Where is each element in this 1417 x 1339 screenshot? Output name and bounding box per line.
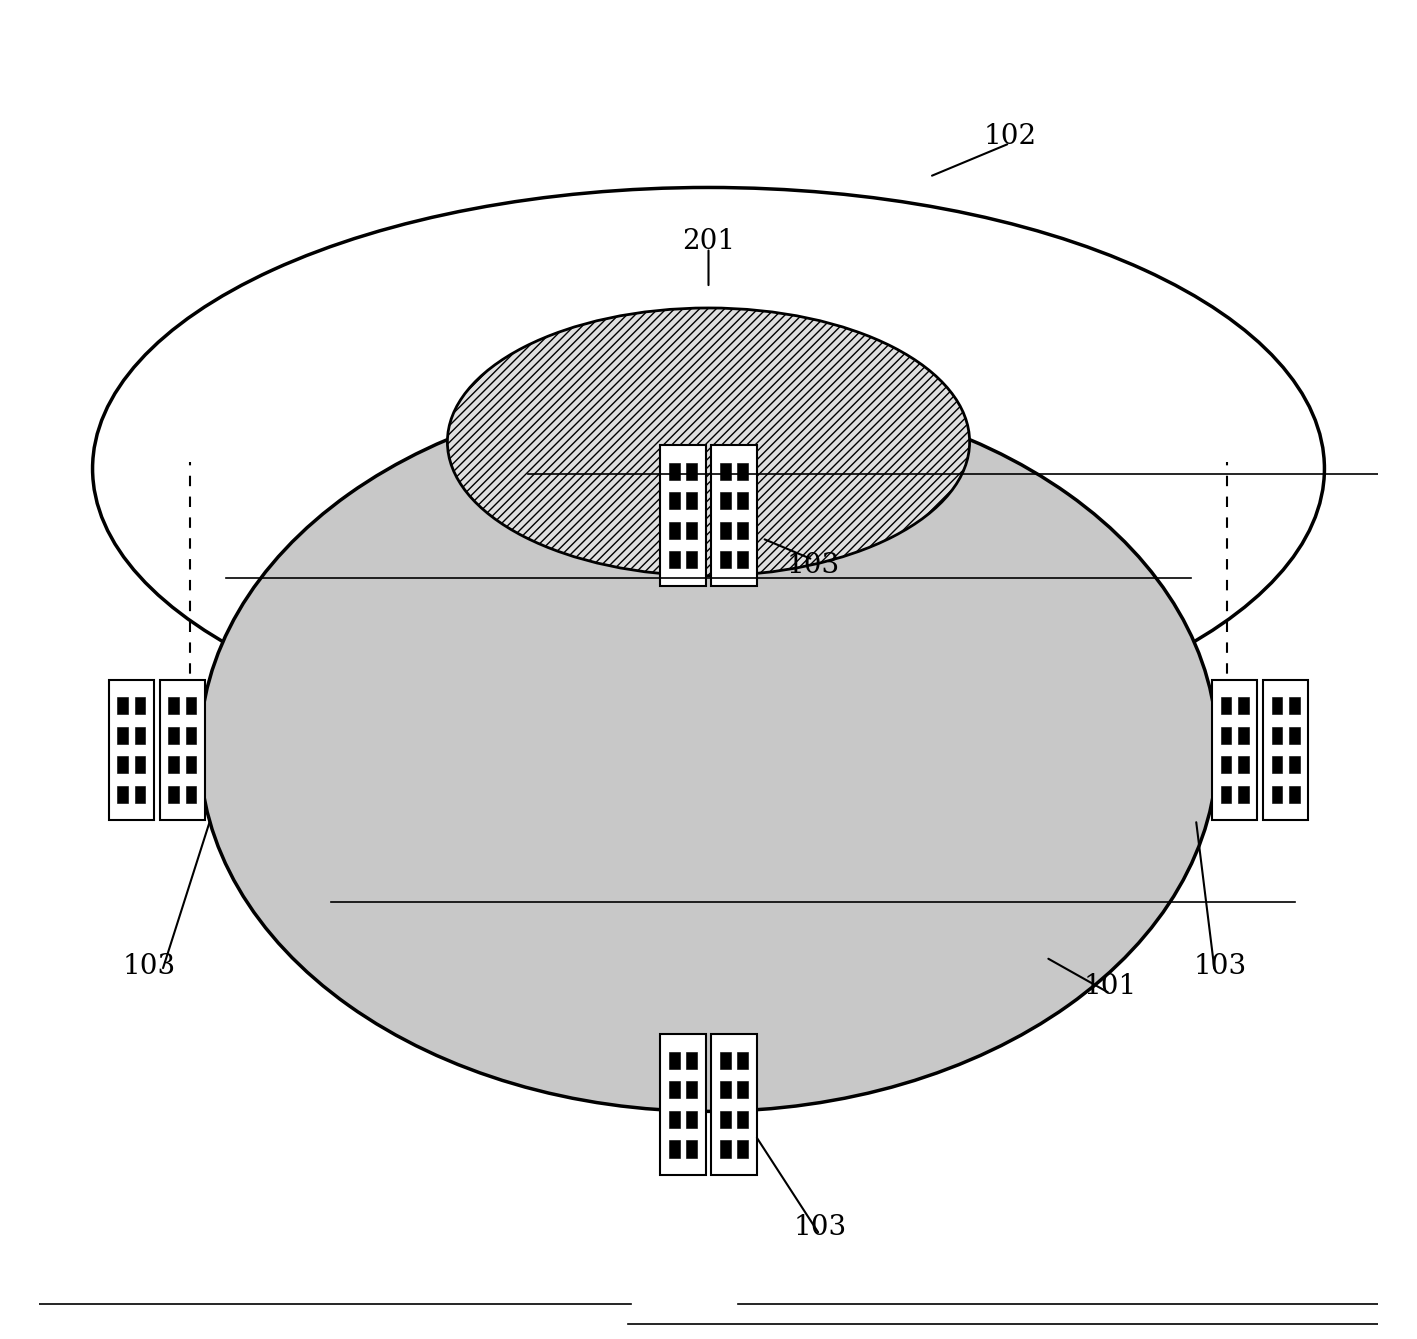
Bar	[186, 698, 197, 714]
Bar	[720, 1141, 731, 1157]
Bar	[686, 1111, 697, 1127]
Bar	[669, 1052, 680, 1069]
Text: 103: 103	[794, 1214, 846, 1241]
Ellipse shape	[92, 187, 1325, 750]
Bar	[669, 463, 680, 479]
Bar	[720, 1111, 731, 1127]
Bar	[720, 463, 731, 479]
Bar	[737, 552, 748, 568]
Bar	[1289, 698, 1299, 714]
Text: 103: 103	[1193, 953, 1247, 980]
Bar	[169, 786, 179, 802]
Text: 103: 103	[786, 552, 839, 578]
Ellipse shape	[448, 308, 969, 576]
Bar	[660, 1034, 706, 1176]
Bar	[1289, 727, 1299, 743]
Bar	[686, 522, 697, 538]
Bar	[135, 727, 145, 743]
Bar	[711, 1034, 757, 1176]
Bar	[737, 493, 748, 509]
Bar	[737, 1111, 748, 1127]
Bar	[118, 786, 128, 802]
Bar	[711, 445, 757, 586]
Bar	[169, 757, 179, 773]
Bar	[109, 680, 154, 819]
Bar	[135, 786, 145, 802]
Bar	[669, 1111, 680, 1127]
Bar	[737, 463, 748, 479]
Bar	[169, 698, 179, 714]
Bar	[1272, 757, 1282, 773]
Bar	[720, 1052, 731, 1069]
Bar	[169, 727, 179, 743]
Bar	[160, 680, 205, 819]
Bar	[737, 1052, 748, 1069]
Bar	[186, 786, 197, 802]
Bar	[1289, 786, 1299, 802]
Bar	[720, 1082, 731, 1098]
Bar	[737, 1082, 748, 1098]
Bar	[686, 493, 697, 509]
Bar	[1263, 680, 1308, 819]
Bar	[1238, 786, 1248, 802]
Bar	[720, 493, 731, 509]
Bar	[118, 698, 128, 714]
Bar	[686, 1141, 697, 1157]
Bar	[686, 463, 697, 479]
Bar	[186, 727, 197, 743]
Bar	[1238, 727, 1248, 743]
Bar	[1289, 757, 1299, 773]
Bar	[1220, 757, 1231, 773]
Bar	[118, 757, 128, 773]
Bar	[1272, 698, 1282, 714]
Bar	[1272, 786, 1282, 802]
Bar	[669, 493, 680, 509]
Bar	[135, 698, 145, 714]
Text: 102: 102	[983, 123, 1036, 150]
Bar	[737, 522, 748, 538]
Text: 101: 101	[1084, 973, 1136, 1000]
Text: 201: 201	[682, 228, 735, 254]
Ellipse shape	[200, 388, 1217, 1111]
Text: 103: 103	[122, 953, 176, 980]
Bar	[660, 445, 706, 586]
Bar	[1220, 727, 1231, 743]
Bar	[1220, 698, 1231, 714]
Bar	[720, 522, 731, 538]
Bar	[669, 552, 680, 568]
Bar	[686, 552, 697, 568]
Bar	[737, 1141, 748, 1157]
Bar	[669, 1141, 680, 1157]
Bar	[720, 552, 731, 568]
Bar	[118, 727, 128, 743]
Bar	[1220, 786, 1231, 802]
Bar	[669, 1082, 680, 1098]
Bar	[1238, 757, 1248, 773]
Bar	[1238, 698, 1248, 714]
Bar	[135, 757, 145, 773]
Bar	[1272, 727, 1282, 743]
Bar	[186, 757, 197, 773]
Bar	[669, 522, 680, 538]
Bar	[1212, 680, 1257, 819]
Bar	[686, 1052, 697, 1069]
Bar	[686, 1082, 697, 1098]
